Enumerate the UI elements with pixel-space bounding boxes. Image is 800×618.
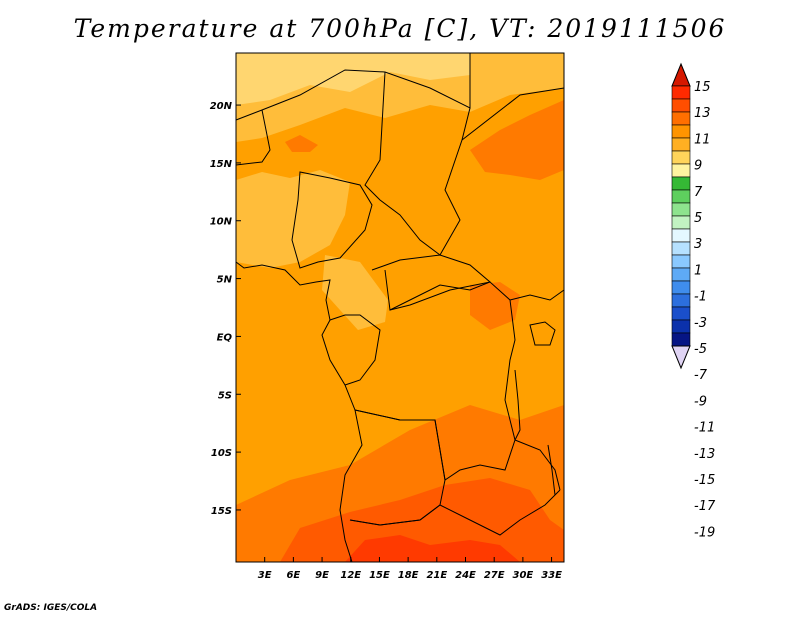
map-title: Temperature at 700hPa [C], VT: 201911150… (73, 14, 727, 43)
field-region-northeast-warm (470, 100, 564, 180)
colorbar-label: -3 (694, 316, 707, 331)
colorbar-under-arrow (671, 345, 691, 370)
colorbar-label: -15 (694, 473, 715, 488)
x-tick-label: 9E (315, 570, 329, 581)
colorbar-label: -11 (694, 421, 715, 436)
colorbar-label: -9 (694, 394, 707, 409)
colorbar: 15 13 11 9 7 5 3 1 -1 -3 -5 -7 -9 -11 -13 -15 -17 -19 (671, 62, 716, 540)
map-frame (235, 52, 565, 563)
colorbar-segment (671, 124, 691, 139)
x-tick-label: 18E (398, 570, 419, 581)
colorbar-over-arrow (671, 62, 691, 87)
x-tick-label: 3E (258, 570, 272, 581)
colorbar-segment (671, 267, 691, 282)
colorbar-segment (671, 215, 691, 230)
colorbar-segment (671, 137, 691, 152)
coastline-west-africa (235, 261, 363, 563)
colorbar-label: -17 (694, 499, 716, 514)
colorbar-label: 15 (694, 80, 711, 95)
x-tick-label: 21E (426, 570, 447, 581)
border-sudan (461, 87, 565, 141)
colorbar-segment (671, 241, 691, 256)
colorbar-segment (671, 228, 691, 243)
colorbar-label: 3 (694, 237, 702, 252)
colorbar-segment (671, 150, 691, 165)
field-region-west-africa-cool (236, 170, 350, 268)
colorbar-label: -13 (694, 447, 715, 462)
border-southern (349, 489, 561, 536)
y-tick-label: 5S (218, 390, 232, 401)
border-east-2 (514, 439, 561, 491)
colorbar-segment (671, 176, 691, 191)
border-car (371, 254, 491, 311)
colorbar-segment (671, 332, 691, 347)
border-gabon (329, 314, 381, 386)
colorbar-label: -1 (694, 290, 707, 305)
grads-credit: GrADS: IGES/COLA (4, 603, 98, 613)
y-tick-label: 5N (217, 275, 233, 286)
lake-tanganyika (514, 369, 521, 441)
field-region-central-cool (322, 255, 388, 330)
field-region-north-coolest (236, 53, 470, 105)
colorbar-segment (671, 280, 691, 295)
y-tick-label: 15N (210, 159, 233, 170)
colorbar-label: -5 (694, 342, 707, 357)
field-region-sahel-warm (285, 135, 318, 152)
colorbar-segment (671, 85, 691, 100)
y-tick-label: 20N (210, 101, 233, 112)
colorbar-label: 7 (694, 185, 703, 200)
border-north-2 (235, 109, 271, 166)
y-tick-label: EQ (217, 332, 233, 343)
colorbar-segment (671, 306, 691, 321)
x-tick-label: 27E (484, 570, 505, 581)
colorbar-segment (671, 202, 691, 217)
y-tick-label: 15S (211, 506, 232, 517)
y-tick-label: 10N (210, 217, 233, 228)
colorbar-label: 11 (694, 132, 711, 147)
colorbar-segment (671, 254, 691, 269)
colorbar-label: 13 (694, 106, 711, 121)
country-borders (235, 53, 565, 563)
colorbar-label: -7 (694, 368, 708, 383)
border-nigeria (291, 171, 373, 269)
colorbar-label: 1 (694, 263, 702, 278)
border-north-1 (235, 53, 471, 121)
x-tick-label: 12E (340, 570, 361, 581)
x-tick-label: 30E (513, 570, 534, 581)
colorbar-label: 9 (694, 159, 702, 174)
map-plot-area (235, 52, 565, 563)
x-axis-ticks: 3E 6E 9E 12E 15E 18E 21E 24E 27E 30E 33E (258, 557, 562, 581)
field-region-east-warm (470, 282, 520, 330)
x-tick-label: 6E (286, 570, 300, 581)
border-chad (364, 71, 471, 256)
x-tick-label: 33E (541, 570, 562, 581)
colorbar-segment (671, 319, 691, 334)
colorbar-segment (671, 189, 691, 204)
field-region-south-hottest (345, 535, 520, 562)
colorbar-label: -19 (694, 525, 715, 540)
x-tick-label: 24E (455, 570, 476, 581)
y-axis-ticks: 20N 15N 10N 5N EQ 5S 10S 15S (210, 101, 241, 517)
field-region-south-hot (280, 478, 564, 562)
colorbar-segment (671, 293, 691, 308)
lake-malawi (547, 444, 556, 496)
colorbar-segment (671, 163, 691, 178)
colorbar-segment (671, 98, 691, 113)
border-east (509, 289, 565, 301)
y-tick-label: 10S (211, 448, 232, 459)
colorbar-segment (671, 111, 691, 126)
lake-victoria (529, 321, 556, 346)
colorbar-label: 5 (694, 211, 702, 226)
x-tick-label: 15E (369, 570, 390, 581)
